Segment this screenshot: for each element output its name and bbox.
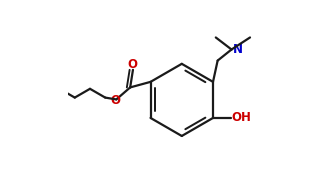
Text: OH: OH (231, 111, 251, 125)
Text: N: N (233, 43, 243, 56)
Text: O: O (127, 58, 137, 71)
Text: O: O (110, 94, 120, 107)
